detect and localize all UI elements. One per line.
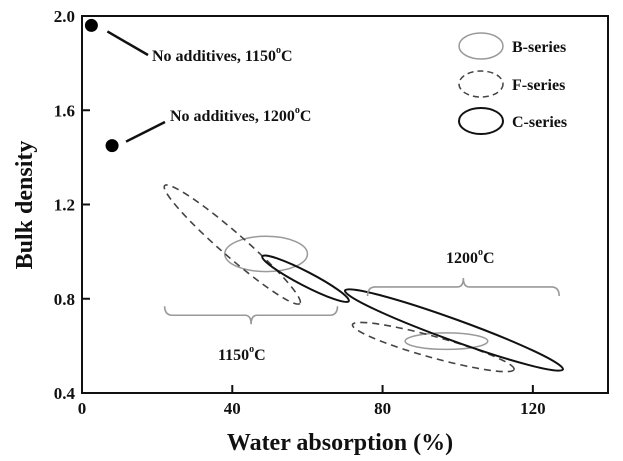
x-axis-title: Water absorption (%): [227, 430, 453, 456]
y-tick-label: 1.2: [54, 196, 75, 215]
legend-swatch-b-series: [458, 32, 504, 60]
y-tick-label: 2.0: [54, 7, 75, 26]
x-tick-label: 0: [78, 399, 87, 418]
x-tick-label: 80: [374, 399, 391, 418]
legend-label-b-series: B-series: [512, 39, 566, 56]
annotation-bracket-1200: 1200oC: [446, 247, 495, 267]
y-tick-label: 1.6: [54, 101, 75, 120]
b-series-region-1: [224, 235, 309, 273]
legend: B-series F-series C-series: [458, 32, 567, 135]
b-series-region-2: [404, 332, 489, 351]
legend-swatch-c-series: [458, 107, 504, 135]
x-tick-label: 40: [224, 399, 241, 418]
data-point-no-additives-1150: [84, 18, 98, 32]
bracket-1200: [366, 277, 560, 296]
f-series-region-2: [351, 321, 515, 373]
annotation-leader-1150: [106, 30, 149, 57]
y-tick-label: 0.8: [54, 290, 75, 309]
plot-frame: [81, 15, 609, 394]
annotation-no-additives-1150: No additives, 1150oC: [152, 45, 293, 65]
c-series-region-1: [261, 254, 350, 303]
y-axis-title: Bulk density: [12, 141, 38, 270]
data-point-no-additives-1200: [105, 139, 119, 153]
legend-label-c-series: C-series: [512, 114, 567, 131]
x-tick-label: 120: [520, 399, 546, 418]
legend-swatch-f-series: [458, 70, 504, 98]
bracket-1150: [163, 306, 339, 325]
c-series-region-2: [343, 288, 564, 372]
annotation-no-additives-1200: No additives, 1200oC: [170, 105, 311, 125]
legend-label-f-series: F-series: [512, 77, 565, 94]
annotation-leader-1200: [125, 120, 166, 143]
y-tick-label: 0.4: [54, 384, 76, 403]
annotation-bracket-1150: 1150oC: [218, 344, 266, 364]
